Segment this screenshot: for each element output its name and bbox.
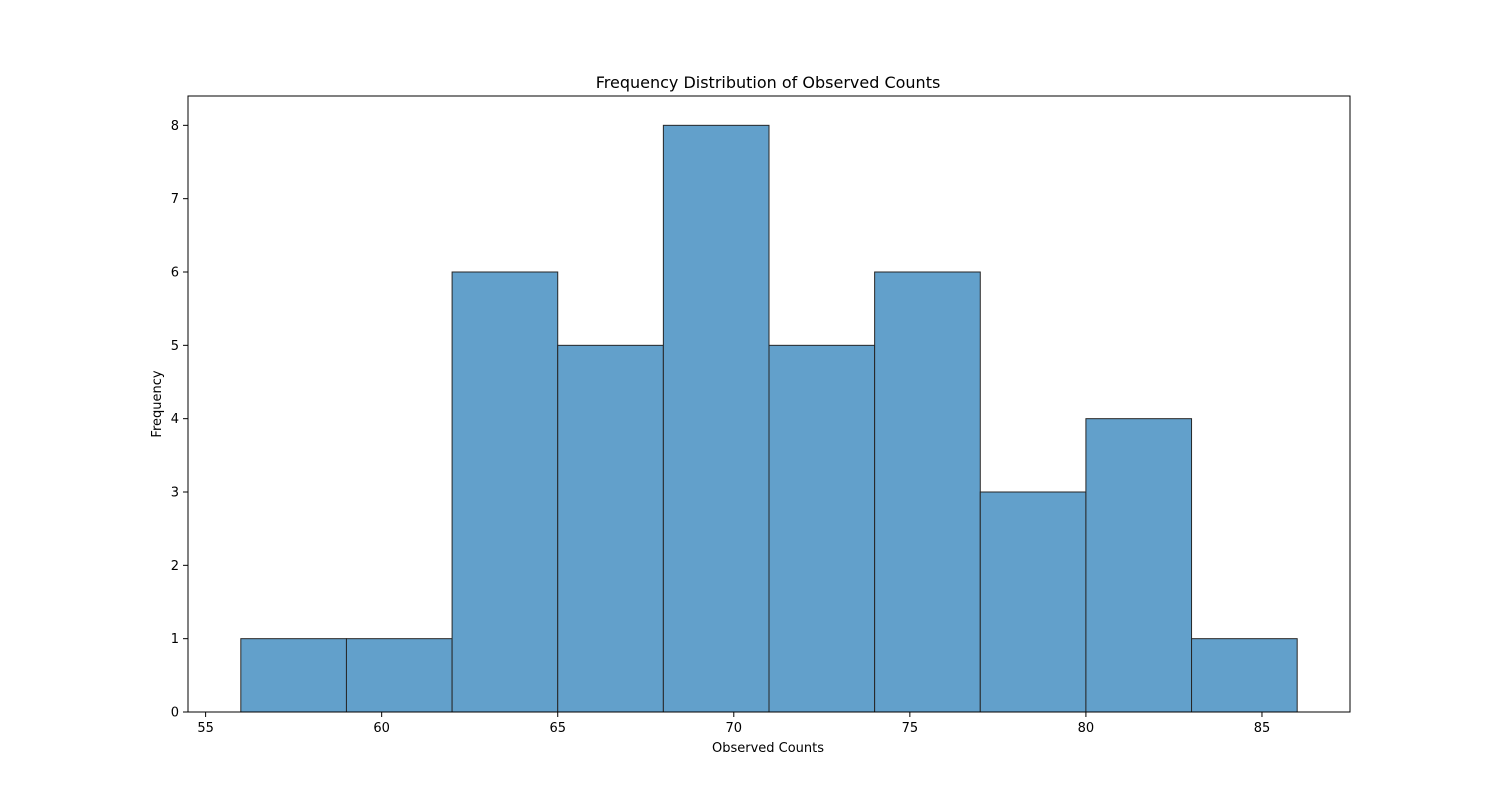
y-axis-ticks: 0 1 2 3 4 5 6 7 8 bbox=[171, 119, 188, 721]
y-tick-label: 4 bbox=[171, 412, 179, 427]
histogram-bar bbox=[345, 638, 453, 713]
y-axis-label: Frequency bbox=[150, 370, 165, 437]
histogram-bar bbox=[1191, 638, 1298, 713]
bars-group bbox=[240, 124, 1298, 713]
x-axis-ticks: 55 60 65 70 75 80 85 bbox=[197, 712, 1270, 736]
x-axis-label: Observed Counts bbox=[712, 741, 824, 756]
chart-title: Frequency Distribution of Observed Count… bbox=[596, 73, 941, 92]
x-tick-label: 70 bbox=[726, 721, 743, 736]
y-tick-label: 8 bbox=[171, 119, 179, 134]
histogram-bar bbox=[979, 491, 1087, 713]
x-tick-label: 85 bbox=[1254, 721, 1271, 736]
histogram-bar bbox=[557, 344, 664, 713]
histogram-bar bbox=[768, 344, 876, 713]
y-tick-label: 3 bbox=[171, 486, 179, 501]
y-tick-label: 0 bbox=[171, 706, 179, 721]
histogram-bar bbox=[1085, 418, 1193, 713]
histogram-bar bbox=[240, 638, 347, 713]
histogram-bar bbox=[662, 124, 770, 713]
x-tick-label: 55 bbox=[197, 721, 214, 736]
y-tick-label: 2 bbox=[171, 559, 179, 574]
histogram-bar bbox=[874, 271, 981, 713]
y-tick-label: 1 bbox=[171, 632, 179, 647]
x-tick-label: 80 bbox=[1078, 721, 1095, 736]
x-tick-label: 60 bbox=[373, 721, 390, 736]
x-tick-label: 75 bbox=[902, 721, 919, 736]
y-tick-label: 7 bbox=[171, 192, 179, 207]
y-tick-label: 6 bbox=[171, 266, 179, 281]
x-tick-label: 65 bbox=[549, 721, 566, 736]
y-tick-label: 5 bbox=[171, 339, 179, 354]
plot-frame bbox=[187, 95, 1351, 713]
histogram-bar bbox=[451, 271, 559, 713]
